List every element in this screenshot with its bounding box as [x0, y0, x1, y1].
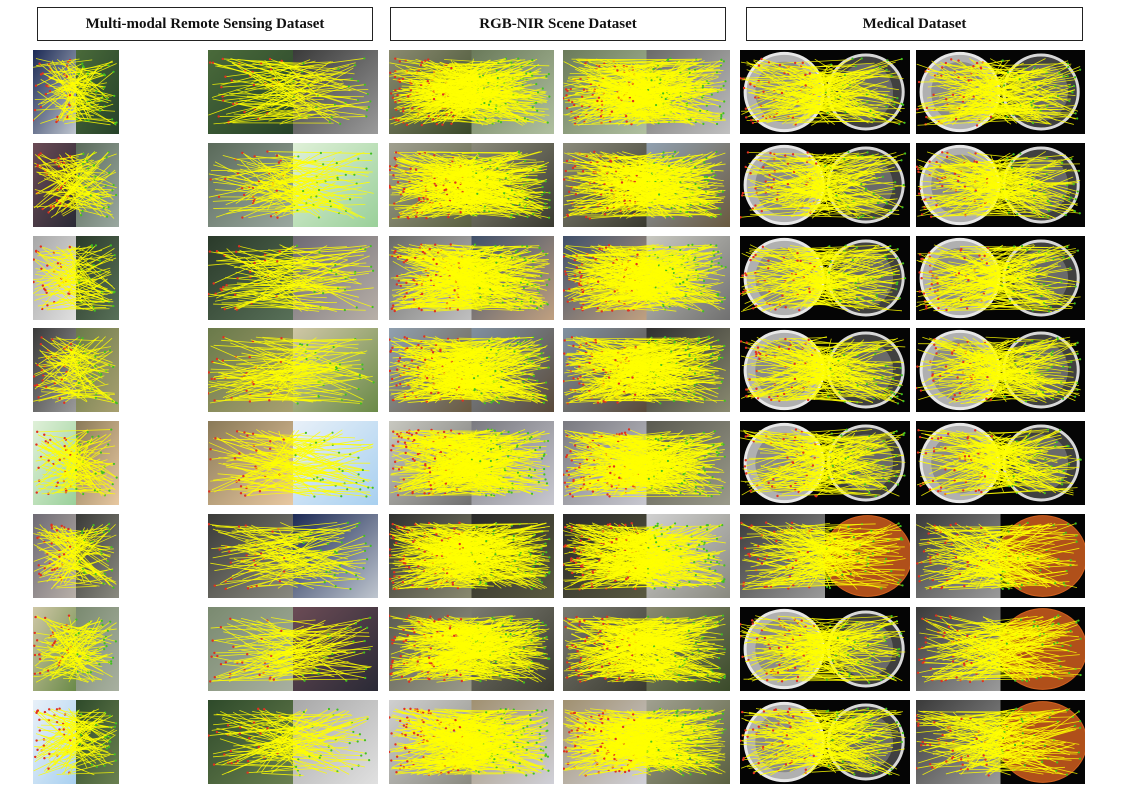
match-image-r6-c6 [916, 514, 1085, 598]
match-image-r1-c3 [389, 50, 554, 134]
header-remote-sensing: Multi-modal Remote Sensing Dataset [37, 7, 373, 41]
match-image-r8-c3 [389, 700, 554, 784]
match-image-r3-c3 [389, 236, 554, 320]
match-image-r4-c1 [33, 328, 119, 412]
match-image-r6-c5 [740, 514, 910, 598]
match-image-r1-c2 [208, 50, 378, 134]
match-image-r2-c6 [916, 143, 1085, 227]
match-image-r3-c6 [916, 236, 1085, 320]
match-image-r7-c2 [208, 607, 378, 691]
match-image-r7-c1 [33, 607, 119, 691]
match-image-r6-c1 [33, 514, 119, 598]
match-image-r1-c4 [563, 50, 730, 134]
match-image-r3-c2 [208, 236, 378, 320]
match-image-r1-c5 [740, 50, 910, 134]
match-image-r5-c2 [208, 421, 378, 505]
match-image-r5-c5 [740, 421, 910, 505]
match-image-r2-c4 [563, 143, 730, 227]
match-image-r5-c6 [916, 421, 1085, 505]
match-image-r1-c1 [33, 50, 119, 134]
match-image-r5-c4 [563, 421, 730, 505]
match-image-r8-c5 [740, 700, 910, 784]
match-image-r2-c5 [740, 143, 910, 227]
match-image-r2-c3 [389, 143, 554, 227]
match-image-r7-c5 [740, 607, 910, 691]
match-image-r2-c1 [33, 143, 119, 227]
match-image-r7-c4 [563, 607, 730, 691]
match-image-r2-c2 [208, 143, 378, 227]
match-image-r4-c2 [208, 328, 378, 412]
match-image-r7-c6 [916, 607, 1085, 691]
match-image-r4-c5 [740, 328, 910, 412]
header-medical: Medical Dataset [746, 7, 1083, 41]
match-image-r1-c6 [916, 50, 1085, 134]
match-image-r3-c4 [563, 236, 730, 320]
match-image-r7-c3 [389, 607, 554, 691]
match-image-r6-c4 [563, 514, 730, 598]
match-image-r8-c2 [208, 700, 378, 784]
match-image-r3-c1 [33, 236, 119, 320]
match-image-r8-c4 [563, 700, 730, 784]
match-image-r4-c3 [389, 328, 554, 412]
match-image-r8-c1 [33, 700, 119, 784]
match-image-r4-c6 [916, 328, 1085, 412]
match-image-r4-c4 [563, 328, 730, 412]
match-image-r6-c3 [389, 514, 554, 598]
match-image-r3-c5 [740, 236, 910, 320]
match-image-r8-c6 [916, 700, 1085, 784]
match-image-r5-c1 [33, 421, 119, 505]
match-image-r6-c2 [208, 514, 378, 598]
match-image-r5-c3 [389, 421, 554, 505]
header-rgb-nir: RGB-NIR Scene Dataset [390, 7, 726, 41]
